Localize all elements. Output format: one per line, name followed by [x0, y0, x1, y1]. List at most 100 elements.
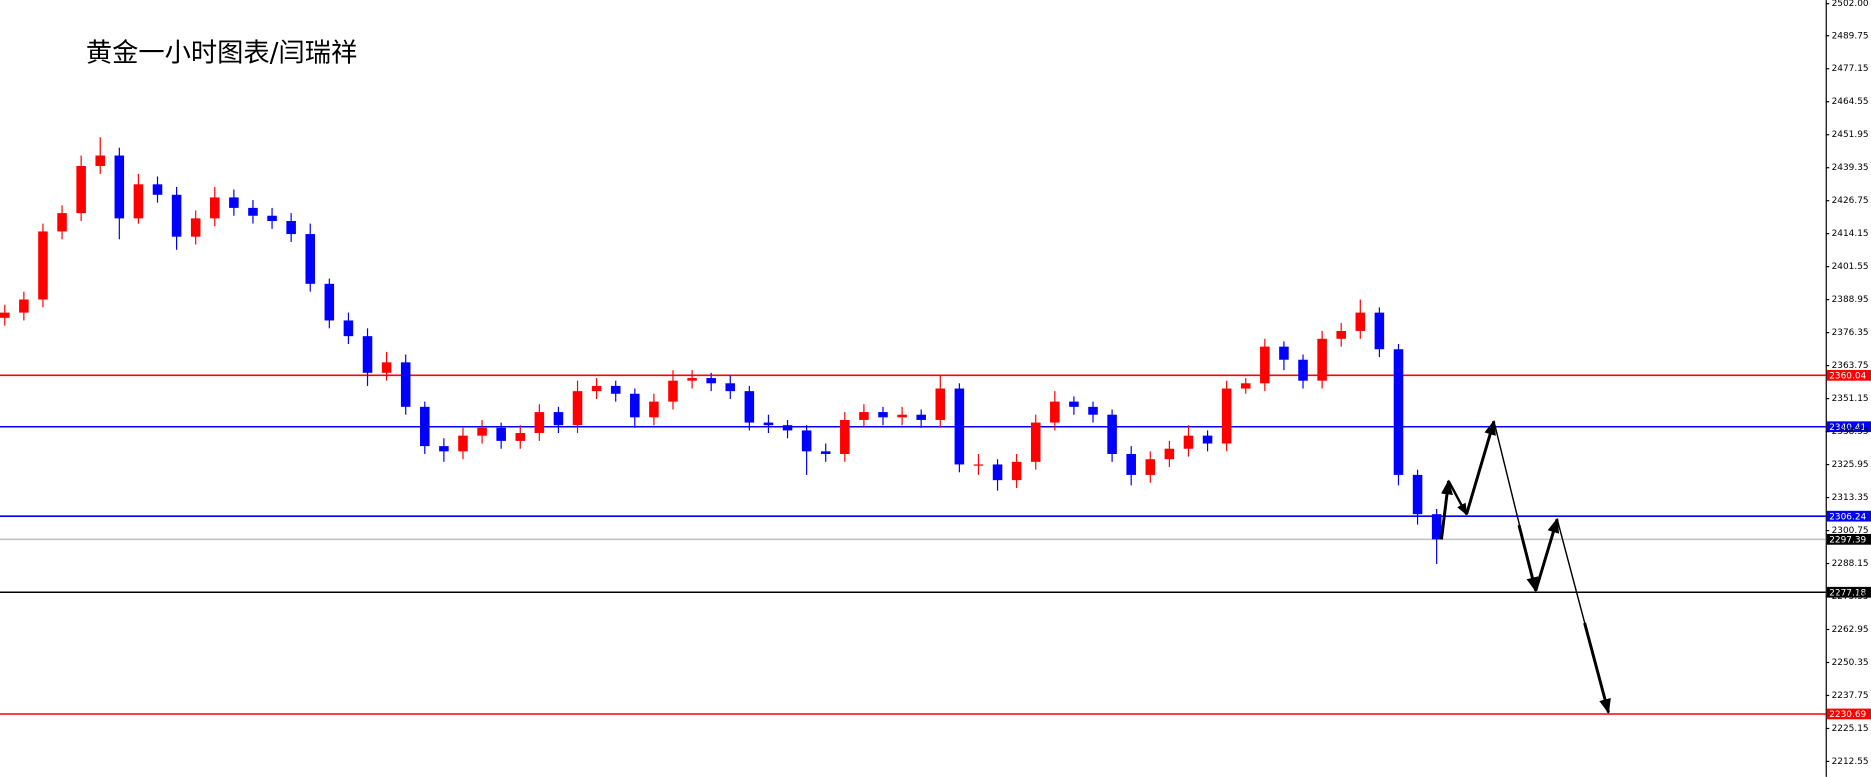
candle-body	[801, 430, 812, 452]
candle-body	[534, 412, 545, 434]
level-label: 2306.24	[1829, 512, 1866, 522]
candle-body	[687, 378, 697, 381]
candle-body	[1260, 346, 1270, 384]
candle-body	[114, 155, 125, 219]
y-tick-label: 2464.55	[1832, 97, 1869, 107]
candle-body	[458, 435, 468, 452]
candle-body	[248, 207, 258, 216]
candle-body	[171, 194, 182, 237]
candle-body	[630, 393, 640, 418]
y-tick-label: 2275.55	[1832, 592, 1869, 602]
candle-body	[76, 166, 86, 214]
candle-body	[381, 362, 392, 373]
candle-body	[362, 336, 373, 373]
candle-body	[553, 412, 564, 426]
candle-body	[1240, 383, 1251, 389]
y-tick-label: 2351.15	[1832, 394, 1869, 404]
level-label-bg	[1826, 421, 1871, 433]
candle-body	[782, 425, 793, 431]
candle-body	[744, 391, 755, 423]
candle-body	[0, 312, 10, 318]
candle-body	[1050, 401, 1060, 423]
candle-body	[305, 234, 316, 284]
level-label: 2340.41	[1829, 423, 1866, 433]
candle-body	[954, 388, 965, 465]
projection-arrows	[1439, 419, 1611, 714]
level-label-bg	[1826, 708, 1871, 720]
y-tick-label: 2439.35	[1832, 163, 1869, 173]
candle-body	[992, 464, 1003, 481]
candle-body	[190, 218, 201, 237]
y-tick-label: 2262.95	[1832, 625, 1869, 635]
candle-body	[610, 385, 621, 394]
candle-body	[1164, 448, 1175, 460]
candle-body	[400, 362, 411, 407]
candle-body	[1183, 435, 1194, 449]
candle-body	[1011, 461, 1022, 481]
candle-body	[496, 427, 506, 441]
y-tick-label: 2414.15	[1832, 229, 1869, 239]
candle-body	[897, 414, 907, 418]
candle-body	[515, 433, 526, 441]
candle-body	[763, 422, 774, 426]
level-label: 2277.18	[1829, 588, 1866, 598]
arrow	[1439, 479, 1453, 540]
candle-body	[820, 451, 831, 454]
candle-body	[1374, 312, 1385, 350]
y-tick-label: 2388.95	[1832, 295, 1869, 305]
candle-body	[210, 197, 220, 219]
candle-body	[1355, 312, 1366, 331]
candle-body	[935, 388, 946, 420]
candle-body	[477, 427, 487, 436]
candle-body	[133, 184, 144, 219]
candle-body	[19, 299, 29, 313]
y-tick-label: 2212.55	[1832, 757, 1869, 767]
candle-body	[859, 412, 869, 420]
candle-body	[649, 401, 659, 418]
y-tick-label: 2325.95	[1832, 460, 1869, 470]
y-tick-label: 2451.95	[1832, 130, 1869, 140]
candle-body	[725, 383, 736, 392]
candle-body	[1030, 422, 1041, 462]
candle-body	[706, 378, 716, 384]
candle-body	[878, 412, 888, 418]
candle-body	[1145, 459, 1156, 475]
candle-body	[95, 155, 106, 167]
y-tick-label: 2300.75	[1832, 526, 1869, 536]
y-tick-label: 2426.75	[1832, 196, 1869, 206]
y-tick-label: 2502.00	[1832, 0, 1869, 9]
y-tick-label: 2477.15	[1832, 64, 1869, 74]
candle-body	[439, 446, 449, 452]
candle-body	[1126, 453, 1136, 475]
level-label-bg	[1826, 369, 1871, 381]
candle-body	[840, 419, 850, 454]
level-label: 2230.69	[1829, 710, 1866, 720]
candle-body	[152, 184, 163, 195]
candle-body	[57, 213, 67, 232]
level-label: 2297.39	[1829, 535, 1866, 545]
candle-body	[1393, 349, 1404, 475]
candle-body	[668, 380, 678, 402]
candle-body	[1298, 359, 1308, 381]
candle-body	[973, 464, 984, 466]
candle-body	[286, 220, 296, 235]
y-tick-label: 2401.55	[1832, 262, 1869, 272]
candle-body	[1107, 414, 1117, 454]
chart-title: 黄金一小时图表/闫瑞祥	[86, 38, 357, 68]
level-label-bg	[1826, 586, 1871, 598]
candle-body	[1088, 406, 1098, 415]
candle-body	[1221, 388, 1232, 444]
arrow	[1517, 524, 1539, 593]
arrow	[1447, 480, 1468, 516]
arrow	[1534, 517, 1560, 592]
y-tick-label: 2376.35	[1832, 328, 1869, 338]
y-tick-label: 2288.15	[1832, 559, 1869, 569]
candle-body	[1431, 514, 1442, 540]
candle-body	[229, 197, 239, 208]
level-label-bg	[1826, 533, 1871, 545]
y-tick-label: 2338.55	[1832, 427, 1869, 437]
candle-body	[1317, 338, 1327, 381]
candle-body	[1279, 346, 1289, 360]
